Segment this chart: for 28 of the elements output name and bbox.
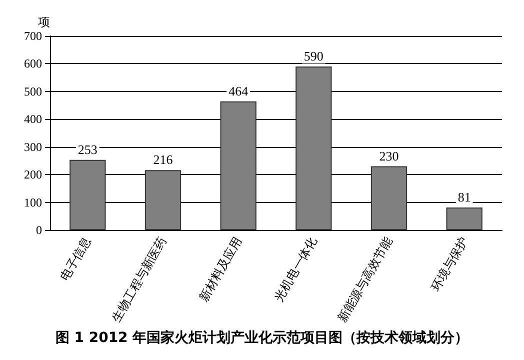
data-label: 230 [379, 148, 399, 164]
y-tick-label: 100 [24, 195, 42, 210]
y-tick-label: 600 [24, 56, 42, 71]
x-tick-label: 环境与保护 [428, 234, 470, 294]
x-tick-label: 电子信息 [58, 234, 94, 284]
y-tick-label: 300 [24, 140, 42, 154]
text: 图 1 2012 年国家火炬计划产业化示范项目图（按技术领域划分） [55, 329, 469, 346]
x-tick-label: 光机电一体化 [272, 234, 320, 304]
bar [220, 101, 256, 230]
bar [370, 166, 408, 230]
data-label: 590 [304, 48, 324, 64]
bar [70, 160, 106, 230]
x-tick-label: 新材料及应用 [196, 234, 244, 304]
y-tick-label: 500 [24, 84, 42, 98]
bar [446, 208, 482, 230]
y-tick-label: 700 [24, 29, 42, 43]
x-tick-label: 新能源与高效节能 [334, 234, 396, 325]
data-label: 81 [458, 190, 471, 205]
data-label: 216 [153, 152, 174, 168]
y-tick-label: 200 [24, 168, 42, 182]
bar [144, 170, 182, 230]
data-label: 464 [228, 83, 249, 98]
y-tick-label: 400 [24, 112, 42, 126]
bar [296, 66, 332, 230]
x-tick-label: 生物工程与新医药 [108, 234, 170, 325]
y-axis-title: 项 [38, 15, 50, 29]
y-tick-label: 0 [36, 223, 42, 237]
data-label: 253 [78, 142, 98, 157]
